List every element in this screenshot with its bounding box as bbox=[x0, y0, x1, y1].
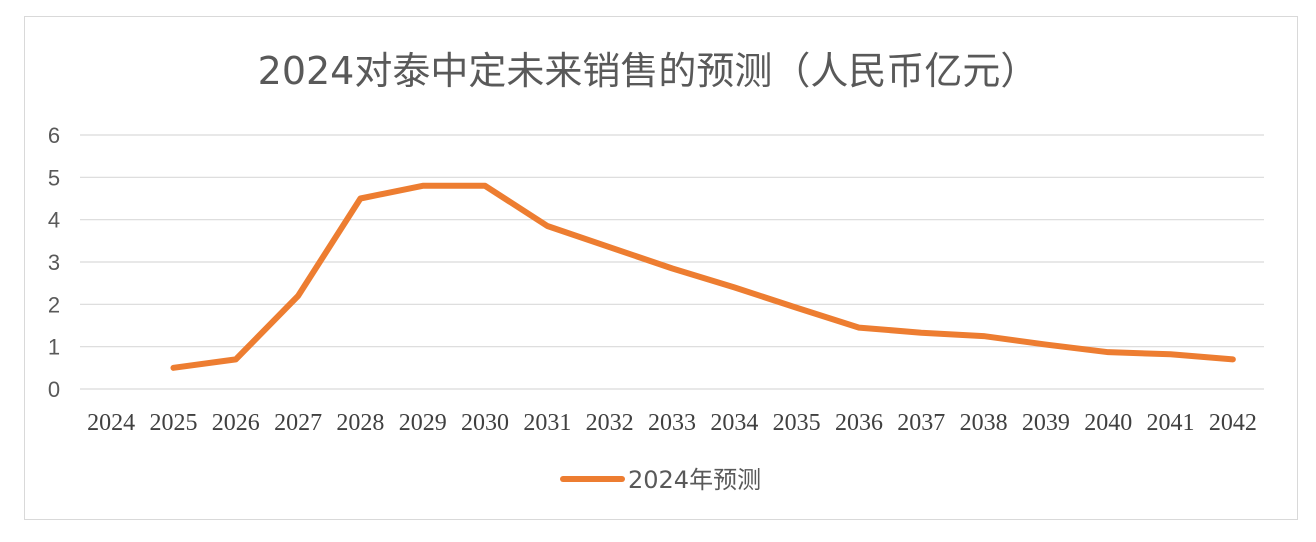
y-axis-ticks: 0 1 2 3 4 5 6 bbox=[48, 123, 60, 402]
x-tick-label: 2041 bbox=[1147, 410, 1195, 436]
legend-label: 2024年预测 bbox=[628, 466, 761, 494]
x-tick-label: 2036 bbox=[835, 410, 883, 436]
series-lines bbox=[170, 182, 1236, 371]
series-line bbox=[170, 182, 1236, 371]
x-tick-label: 2031 bbox=[523, 410, 571, 436]
y-tick-label: 5 bbox=[48, 165, 60, 190]
x-tick-label: 2029 bbox=[399, 410, 447, 436]
x-tick-label: 2040 bbox=[1084, 410, 1132, 436]
x-tick-label: 2026 bbox=[212, 410, 260, 436]
x-tick-label: 2037 bbox=[897, 410, 945, 436]
x-tick-label: 2042 bbox=[1209, 410, 1257, 436]
y-tick-label: 1 bbox=[48, 335, 60, 360]
y-tick-label: 4 bbox=[48, 208, 60, 233]
x-tick-label: 2030 bbox=[461, 410, 509, 436]
x-tick-label: 2027 bbox=[274, 410, 322, 436]
y-tick-label: 0 bbox=[48, 377, 60, 402]
x-tick-label: 2034 bbox=[710, 410, 758, 436]
x-axis-ticks: 2024 2025 2026 2027 2028 2029 2030 2031 2032 2033… bbox=[87, 410, 1257, 436]
y-tick-label: 2 bbox=[48, 292, 60, 317]
x-tick-label: 2024 bbox=[87, 410, 135, 436]
x-tick-label: 2032 bbox=[586, 410, 634, 436]
x-tick-label: 2038 bbox=[960, 410, 1008, 436]
legend: 2024年预测 bbox=[560, 466, 761, 494]
chart-title: 2024对泰中定未来销售的预测（人民币亿元） bbox=[258, 49, 1039, 93]
y-tick-label: 3 bbox=[48, 250, 60, 275]
x-tick-label: 2033 bbox=[648, 410, 696, 436]
x-tick-label: 2025 bbox=[149, 410, 197, 436]
y-tick-label: 6 bbox=[48, 123, 60, 148]
chart-frame bbox=[24, 16, 1298, 520]
x-tick-label: 2035 bbox=[773, 410, 821, 436]
x-tick-label: 2039 bbox=[1022, 410, 1070, 436]
x-tick-label: 2028 bbox=[336, 410, 384, 436]
